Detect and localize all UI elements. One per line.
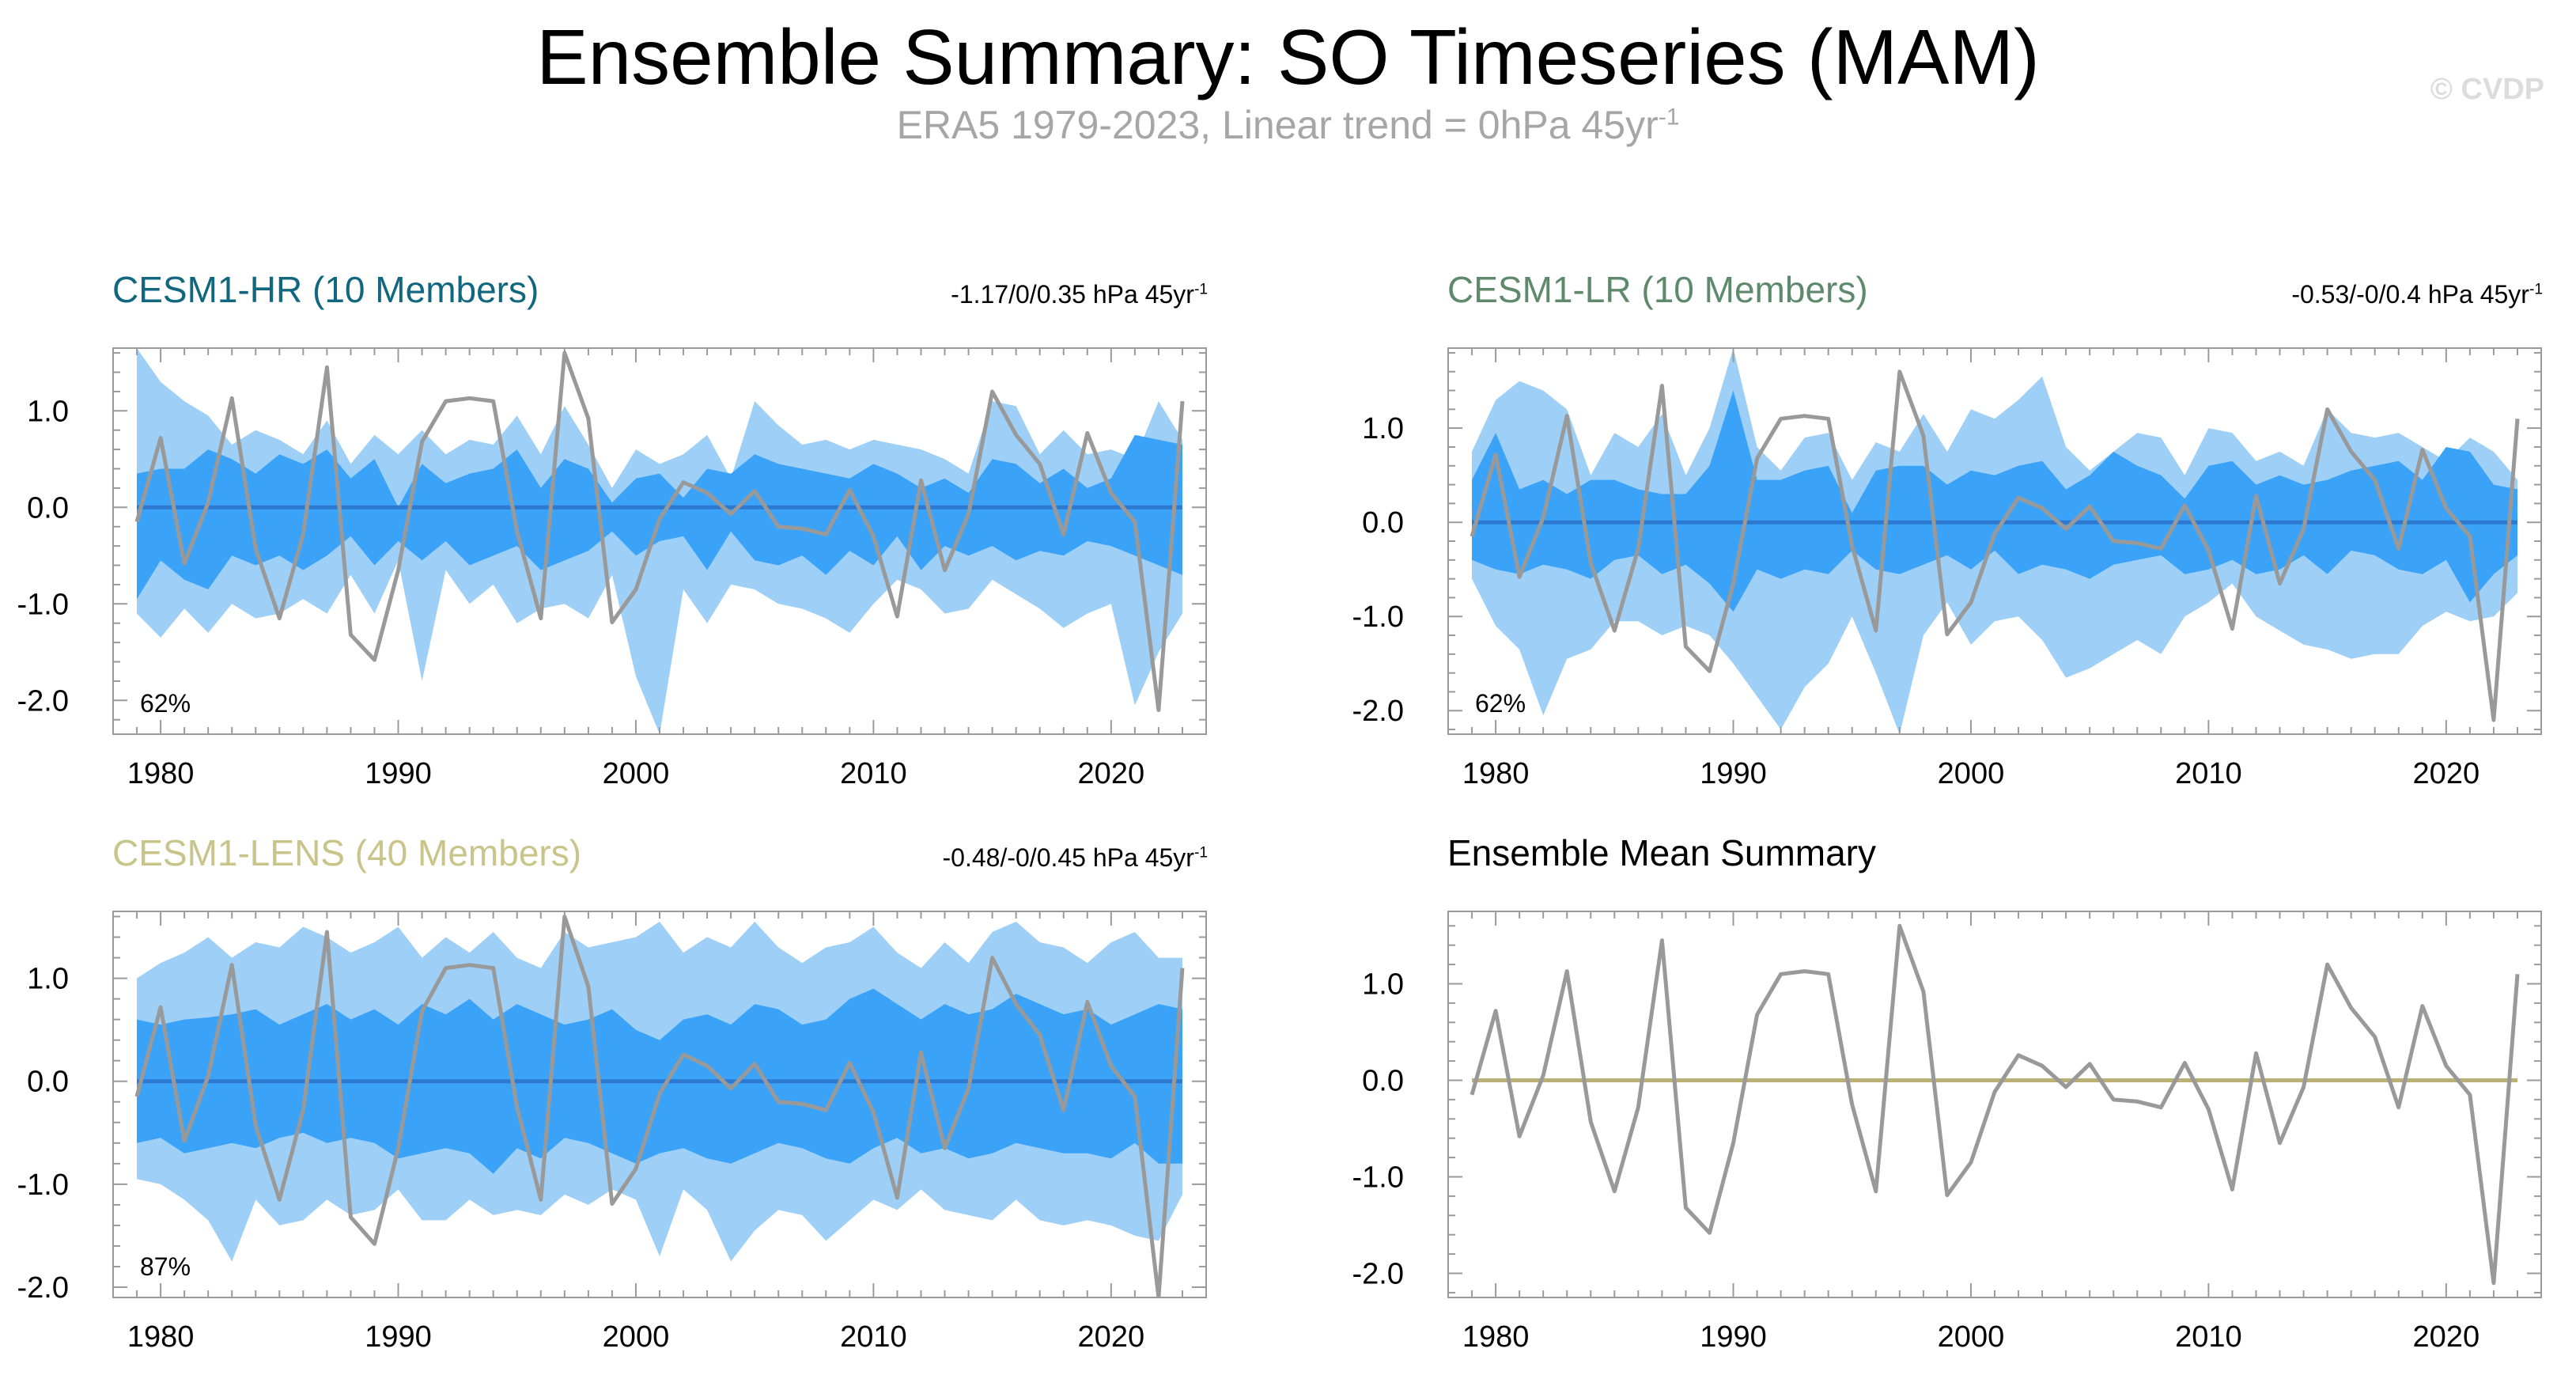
panel-hr-title: CESM1-HR (10 Members) — [112, 269, 539, 310]
page-title: Ensemble Summary: SO Timeseries (MAM) — [536, 13, 2040, 100]
panel-mean-title: Ensemble Mean Summary — [1447, 832, 1876, 873]
panel-lr-xtick-label: 1990 — [1700, 757, 1767, 790]
panel-lr-trend-sup: -1 — [2529, 281, 2543, 298]
panel-lens-title: CESM1-LENS (40 Members) — [112, 832, 582, 873]
panel-lens-xtick-label: 2010 — [840, 1320, 907, 1354]
panel-mean-xtick-label: 2020 — [2413, 1320, 2480, 1354]
panel-lr-xtick-label: 2020 — [2413, 757, 2480, 790]
panel-hr-xtick-label: 2010 — [840, 757, 907, 790]
panel-mean-obs-line — [1470, 923, 2520, 1286]
panel-lr-percent: 62% — [1475, 689, 1526, 718]
panel-lens-ytick-label: -2.0 — [17, 1271, 69, 1305]
panel-mean-xtick-label: 1980 — [1462, 1320, 1530, 1354]
panel-lens-trend-text: -0.48/-0/0.45 hPa 45yr — [942, 843, 1194, 872]
panel-hr-ytick-label: 0.0 — [27, 491, 69, 525]
panel-lens-xtick-label: 2000 — [603, 1320, 670, 1354]
panel-mean-ytick-label: 1.0 — [1362, 968, 1404, 1002]
panel-lr-trend-text: -0.53/-0/0.4 hPa 45yr — [2291, 280, 2529, 309]
panel-lr-ytick-label: -2.0 — [1352, 695, 1404, 728]
panel-lr-xtick-label: 2010 — [2175, 757, 2242, 790]
panel-lr-inner-band — [1472, 390, 2517, 612]
panel-lens-xtick-label: 1990 — [365, 1320, 432, 1354]
panel-lens-xtick-label: 1980 — [127, 1320, 195, 1354]
panel-mean-xtick-label: 2010 — [2175, 1320, 2242, 1354]
panel-hr-ytick-label: -1.0 — [17, 588, 69, 621]
panel-hr-trend-sup: -1 — [1193, 281, 1208, 298]
panel-lens-ytick-label: 1.0 — [27, 963, 69, 996]
panel-lens-ytick-label: -1.0 — [17, 1169, 69, 1202]
panel-hr-obs-line — [134, 350, 1185, 712]
panel-mean-frame — [1447, 911, 2542, 1298]
panel-lr-title: CESM1-LR (10 Members) — [1447, 269, 1868, 310]
subtitle: ERA5 1979-2023, Linear trend = 0hPa 45yr… — [0, 101, 2576, 149]
panel-hr-trend-text: -1.17/0/0.35 hPa 45yr — [951, 280, 1194, 309]
panel-lr-trend: -0.53/-0/0.4 hPa 45yr-1 — [2291, 278, 2543, 310]
panel-lens-xtick-label: 2020 — [1078, 1320, 1145, 1354]
panel-mean-ytick-label: -1.0 — [1352, 1161, 1404, 1195]
panel-lens-obs-line — [134, 915, 1185, 1297]
panel-mean-xtick-label: 1990 — [1700, 1320, 1767, 1354]
panel-lens-ytick-label: 0.0 — [27, 1066, 69, 1099]
panel-lr-ytick-label: 0.0 — [1362, 506, 1404, 540]
watermark: © CVDP — [2430, 73, 2544, 106]
panel-mean-ytick-label: -2.0 — [1352, 1258, 1404, 1291]
panel-lens-percent: 87% — [140, 1252, 191, 1281]
subtitle-text: ERA5 1979-2023, Linear trend = 0hPa 45yr — [896, 103, 1659, 147]
panel-hr-ytick-label: 1.0 — [27, 395, 69, 428]
panel-hr-xtick-label: 2020 — [1078, 757, 1145, 790]
panel-lr-ytick-label: -1.0 — [1352, 600, 1404, 634]
panel-hr-ytick-label: -2.0 — [17, 684, 69, 718]
panel-mean-ytick-label: 0.0 — [1362, 1065, 1404, 1098]
subtitle-sup: -1 — [1658, 104, 1680, 131]
panel-lr-obs-line — [1470, 369, 2520, 722]
panel-hr-xtick-label: 1990 — [365, 757, 432, 790]
panel-hr-trend: -1.17/0/0.35 hPa 45yr-1 — [951, 278, 1208, 310]
panel-hr-percent: 62% — [140, 689, 191, 718]
panel-lens-trend: -0.48/-0/0.45 hPa 45yr-1 — [943, 842, 1208, 873]
panel-lr-ytick-label: 1.0 — [1362, 412, 1404, 445]
panel-mean-xtick-label: 2000 — [1938, 1320, 2005, 1354]
panel-lens-trend-sup: -1 — [1193, 844, 1208, 862]
panel-hr-xtick-label: 2000 — [603, 757, 670, 790]
panel-lr-xtick-label: 2000 — [1938, 757, 2005, 790]
panel-lr-xtick-label: 1980 — [1462, 757, 1530, 790]
panel-hr-xtick-label: 1980 — [127, 757, 195, 790]
